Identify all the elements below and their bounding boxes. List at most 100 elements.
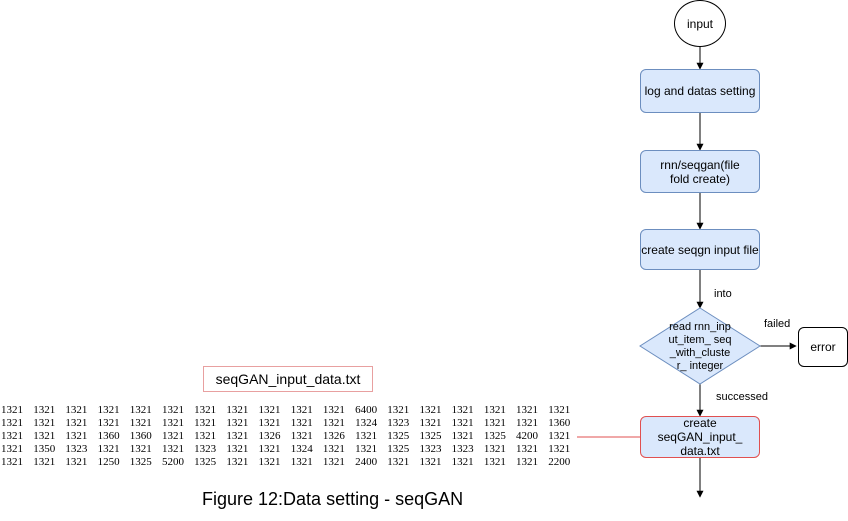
data-cell: 1321 bbox=[65, 404, 88, 416]
data-cell: 1321 bbox=[548, 404, 571, 416]
data-cell: 1321 bbox=[226, 430, 249, 442]
data-cell: 1321 bbox=[129, 404, 152, 416]
data-cell: 1325 bbox=[419, 430, 442, 442]
error-label: error bbox=[810, 340, 836, 354]
edge-failed-label: failed bbox=[764, 318, 791, 330]
input-label: input bbox=[686, 16, 714, 31]
data-cell: 1321 bbox=[516, 456, 538, 468]
data-cell: 1321 bbox=[387, 404, 410, 416]
data-cell: 1321 bbox=[548, 430, 571, 442]
data-cell: 1321 bbox=[65, 430, 88, 442]
data-cell: 1326 bbox=[258, 430, 281, 442]
data-cell: 1321 bbox=[419, 404, 442, 416]
data-cell: 1325 bbox=[129, 456, 152, 468]
create-input-node: create seqgn input file bbox=[640, 229, 760, 270]
edge-success-label: successed bbox=[716, 391, 768, 403]
log-setting-node: log and datas setting bbox=[640, 69, 760, 113]
data-row: 1321 1350 1323 1321 1321 1321 1323 1321 1321 1324… bbox=[1, 444, 580, 455]
data-cell: 1323 bbox=[451, 443, 474, 455]
data-cell: 1321 bbox=[194, 404, 217, 416]
data-cell: 1323 bbox=[194, 443, 217, 455]
data-cell: 1321 bbox=[548, 443, 571, 455]
data-cell: 1321 bbox=[226, 443, 249, 455]
data-cell: 1321 bbox=[419, 456, 442, 468]
data-cell: 1321 bbox=[1, 443, 23, 455]
data-cell: 1321 bbox=[33, 456, 56, 468]
data-cell: 1324 bbox=[290, 443, 313, 455]
data-cell: 1360 bbox=[97, 430, 120, 442]
filename-box: seqGAN_input_data.txt bbox=[203, 366, 373, 392]
edge-into-label: into bbox=[714, 288, 732, 300]
fold-create-node: rnn/seqgan(file fold create) bbox=[640, 150, 760, 193]
data-cell: 1250 bbox=[97, 456, 120, 468]
data-cell: 1325 bbox=[194, 456, 217, 468]
data-cell: 2200 bbox=[548, 456, 571, 468]
data-cell: 1321 bbox=[1, 404, 23, 416]
data-row: 1321 1321 1321 1360 1360 1321 1321 1321 1326 1321… bbox=[1, 431, 580, 442]
data-cell: 1321 bbox=[516, 404, 538, 416]
create-input-label: create seqgn input file bbox=[641, 242, 759, 257]
data-cell: 1323 bbox=[387, 417, 410, 429]
data-cell: 1323 bbox=[65, 443, 88, 455]
data-cell: 1324 bbox=[355, 417, 378, 429]
data-cell: 1321 bbox=[516, 417, 538, 429]
data-cell: 1321 bbox=[451, 430, 474, 442]
data-cell: 1321 bbox=[194, 430, 217, 442]
data-cell: 1321 bbox=[258, 456, 281, 468]
data-cell: 1321 bbox=[129, 443, 152, 455]
figure-caption: Figure 12:Data setting - seqGAN bbox=[202, 489, 464, 509]
data-cell: 1321 bbox=[483, 417, 506, 429]
filename-label: seqGAN_input_data.txt bbox=[215, 371, 361, 387]
data-row: 1321 1321 1321 1321 1321 1321 1321 1321 1321 1321… bbox=[1, 418, 580, 429]
data-cell: 1321 bbox=[33, 417, 56, 429]
data-cell: 1321 bbox=[290, 417, 313, 429]
data-cell: 1321 bbox=[1, 456, 23, 468]
log-setting-label: log and datas setting bbox=[644, 84, 756, 98]
decision-label: read rnn_input_item_ seq_with_cluster_ i… bbox=[668, 321, 732, 372]
data-cell: 1321 bbox=[161, 430, 184, 442]
data-cell: 1321 bbox=[290, 456, 313, 468]
data-cell: 1321 bbox=[1, 430, 23, 442]
data-cell: 1325 bbox=[483, 430, 506, 442]
data-cell: 1321 bbox=[451, 456, 474, 468]
data-cell: 1321 bbox=[194, 417, 217, 429]
data-cell: 1321 bbox=[258, 417, 281, 429]
decision-node: read rnn_input_item_ seq_with_cluster_ i… bbox=[668, 318, 732, 376]
data-cell: 1321 bbox=[355, 430, 378, 442]
data-cell: 2400 bbox=[355, 456, 378, 468]
data-cell: 1321 bbox=[483, 443, 506, 455]
error-node: error bbox=[798, 327, 848, 367]
create-output-node: create seqGAN_input_ data.txt bbox=[640, 416, 760, 458]
data-cell: 1321 bbox=[129, 417, 152, 429]
data-cell: 1321 bbox=[161, 404, 184, 416]
data-cell: 1321 bbox=[97, 417, 120, 429]
input-node: input bbox=[674, 0, 726, 47]
data-cell: 1321 bbox=[516, 443, 538, 455]
data-cell: 1321 bbox=[355, 443, 378, 455]
data-cell: 1321 bbox=[451, 404, 474, 416]
data-cell: 1325 bbox=[387, 443, 410, 455]
data-cell: 1321 bbox=[1, 417, 23, 429]
data-cell: 1321 bbox=[65, 417, 88, 429]
data-cell: 1325 bbox=[387, 430, 410, 442]
data-cell: 1321 bbox=[322, 417, 345, 429]
data-cell: 1321 bbox=[387, 456, 410, 468]
decision-diamond bbox=[639, 307, 761, 385]
data-cell: 1321 bbox=[290, 430, 313, 442]
data-row: 1321 1321 1321 1321 1321 1321 1321 1321 1321 1321… bbox=[1, 405, 580, 416]
data-cell: 1321 bbox=[226, 456, 249, 468]
data-cell: 1321 bbox=[258, 443, 281, 455]
data-cell: 1350 bbox=[33, 443, 56, 455]
data-cell: 1321 bbox=[226, 404, 249, 416]
data-cell: 1321 bbox=[97, 404, 120, 416]
data-cell: 1321 bbox=[33, 404, 56, 416]
data-cell: 6400 bbox=[355, 404, 378, 416]
data-cell: 1321 bbox=[65, 456, 88, 468]
data-cell: 1321 bbox=[451, 417, 474, 429]
create-output-label: create seqGAN_input_ data.txt bbox=[657, 416, 743, 458]
data-cell: 1321 bbox=[483, 404, 506, 416]
data-cell: 1321 bbox=[33, 430, 56, 442]
data-cell: 1323 bbox=[419, 443, 442, 455]
data-cell: 1321 bbox=[161, 417, 184, 429]
